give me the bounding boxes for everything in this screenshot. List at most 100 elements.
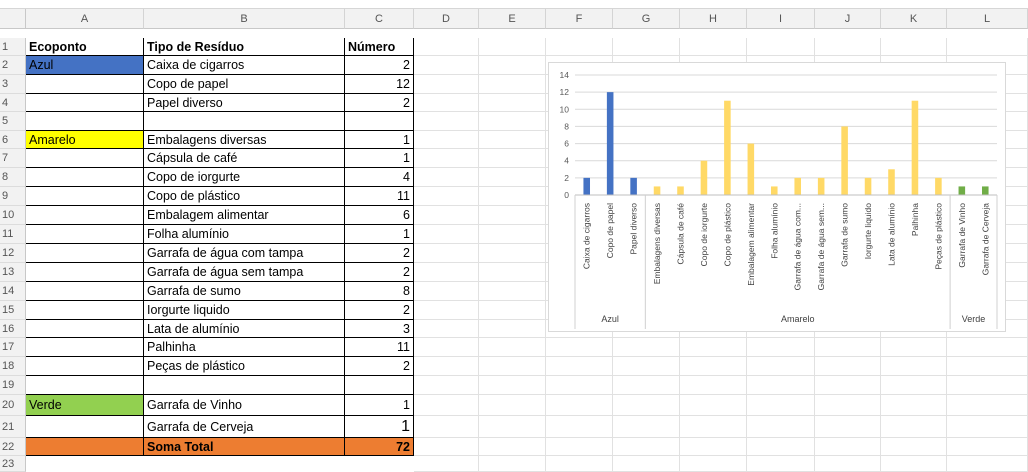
total-ecoponto-cell[interactable] <box>26 438 144 456</box>
bar-chart[interactable]: 0 2 4 6 8 10 12 14 Caixa de cigarros Copo de pape… <box>548 62 1006 332</box>
grid-cell[interactable] <box>479 282 546 301</box>
tipo-cell[interactable]: Caixa de cigarros <box>144 56 345 75</box>
column-header-B[interactable]: B <box>144 9 345 29</box>
grid-cell[interactable] <box>479 456 546 472</box>
row-header-7[interactable]: 7 <box>0 149 26 168</box>
group-azul[interactable]: Azul <box>26 56 144 75</box>
grid-cell[interactable] <box>815 416 881 438</box>
grid-cell[interactable] <box>479 395 546 416</box>
grid-cell[interactable] <box>479 38 546 56</box>
grid-cell[interactable] <box>947 376 1028 395</box>
grid-cell[interactable] <box>747 38 815 56</box>
grid-cell[interactable] <box>479 416 546 438</box>
grid-cell[interactable] <box>414 320 479 338</box>
ecoponto-cell[interactable] <box>26 168 144 187</box>
grid-cell[interactable] <box>479 206 546 225</box>
grid-cell[interactable] <box>815 38 881 56</box>
grid-cell[interactable] <box>479 112 546 131</box>
numero-cell[interactable]: 4 <box>345 168 414 187</box>
column-header-G[interactable]: G <box>613 9 680 29</box>
bar[interactable] <box>630 177 637 195</box>
grid-cell[interactable] <box>815 438 881 456</box>
grid-cell[interactable] <box>414 338 479 357</box>
ecoponto-cell[interactable] <box>26 376 144 395</box>
grid-cell[interactable] <box>680 395 747 416</box>
grid-cell[interactable] <box>613 456 680 472</box>
grid-cell[interactable] <box>815 376 881 395</box>
tipo-cell[interactable]: Folha alumínio <box>144 225 345 244</box>
numero-cell[interactable]: 2 <box>345 244 414 263</box>
grid-cell[interactable] <box>881 416 947 438</box>
grid-cell[interactable] <box>479 149 546 168</box>
total-value[interactable]: 72 <box>345 438 414 456</box>
grid-cell[interactable] <box>414 456 479 472</box>
numero-cell[interactable]: 1 <box>345 395 414 416</box>
ecoponto-cell[interactable] <box>26 149 144 168</box>
tipo-cell[interactable]: Embalagem alimentar <box>144 206 345 225</box>
grid-cell[interactable] <box>479 320 546 338</box>
tipo-cell[interactable]: Cápsula de café <box>144 149 345 168</box>
column-header-J[interactable]: J <box>815 9 881 29</box>
grid-cell[interactable] <box>546 395 613 416</box>
grid-cell[interactable] <box>479 225 546 244</box>
column-header-L[interactable]: L <box>947 9 1028 29</box>
numero-cell[interactable]: 2 <box>345 301 414 320</box>
bar[interactable] <box>606 92 614 195</box>
grid-cell[interactable] <box>546 357 613 376</box>
ecoponto-cell[interactable] <box>26 94 144 112</box>
grid-cell[interactable] <box>546 38 613 56</box>
grid-cell[interactable] <box>947 395 1028 416</box>
grid-cell[interactable] <box>881 38 947 56</box>
grid-cell[interactable] <box>680 357 747 376</box>
bar[interactable] <box>935 177 942 195</box>
row-header-12[interactable]: 12 <box>0 244 26 263</box>
row-header-22[interactable]: 22 <box>0 438 26 456</box>
numero-cell[interactable]: 2 <box>345 56 414 75</box>
grid-cell[interactable] <box>613 416 680 438</box>
grid-cell[interactable] <box>747 376 815 395</box>
tipo-cell[interactable]: Garrafa de água com tampa <box>144 244 345 263</box>
column-header-H[interactable]: H <box>680 9 747 29</box>
grid-cell[interactable] <box>414 206 479 225</box>
numero-cell[interactable]: 1 <box>345 131 414 149</box>
grid-cell[interactable] <box>479 56 546 75</box>
row-header-23[interactable]: 23 <box>0 456 26 472</box>
grid-cell[interactable] <box>414 94 479 112</box>
ecoponto-cell[interactable] <box>26 75 144 94</box>
header-tipo[interactable]: Tipo de Resíduo <box>144 38 345 56</box>
grid-cell[interactable] <box>479 168 546 187</box>
numero-cell[interactable]: 2 <box>345 94 414 112</box>
tipo-cell[interactable]: Copo de plástico <box>144 187 345 206</box>
row-header-11[interactable]: 11 <box>0 225 26 244</box>
grid-cell[interactable] <box>414 438 479 456</box>
grid-cell[interactable] <box>747 338 815 357</box>
grid-cell[interactable] <box>414 244 479 263</box>
grid-cell[interactable] <box>546 456 613 472</box>
grid-cell[interactable] <box>414 395 479 416</box>
grid-cell[interactable] <box>747 416 815 438</box>
numero-cell[interactable]: 1 <box>345 225 414 244</box>
grid-cell[interactable] <box>546 376 613 395</box>
ecoponto-cell[interactable] <box>26 320 144 338</box>
ecoponto-cell[interactable] <box>26 206 144 225</box>
ecoponto-cell[interactable] <box>26 282 144 301</box>
tipo-cell[interactable]: Garrafa de Cerveja <box>144 416 345 438</box>
ecoponto-cell[interactable] <box>26 225 144 244</box>
row-header-4[interactable]: 4 <box>0 94 26 112</box>
select-all-corner[interactable] <box>0 9 26 29</box>
grid-cell[interactable] <box>414 187 479 206</box>
grid-cell[interactable] <box>680 376 747 395</box>
grid-cell[interactable] <box>680 456 747 472</box>
ecoponto-cell[interactable] <box>26 338 144 357</box>
grid-cell[interactable] <box>479 438 546 456</box>
group-verde[interactable]: Verde <box>26 395 144 416</box>
row-header-1[interactable]: 1 <box>0 38 26 56</box>
grid-cell[interactable] <box>881 395 947 416</box>
column-header-E[interactable]: E <box>479 9 546 29</box>
grid-cell[interactable] <box>613 395 680 416</box>
numero-cell[interactable]: 12 <box>345 75 414 94</box>
bar[interactable] <box>583 177 591 195</box>
tipo-cell[interactable]: Garrafa de sumo <box>144 282 345 301</box>
tipo-cell[interactable]: Copo de papel <box>144 75 345 94</box>
grid-cell[interactable] <box>479 338 546 357</box>
